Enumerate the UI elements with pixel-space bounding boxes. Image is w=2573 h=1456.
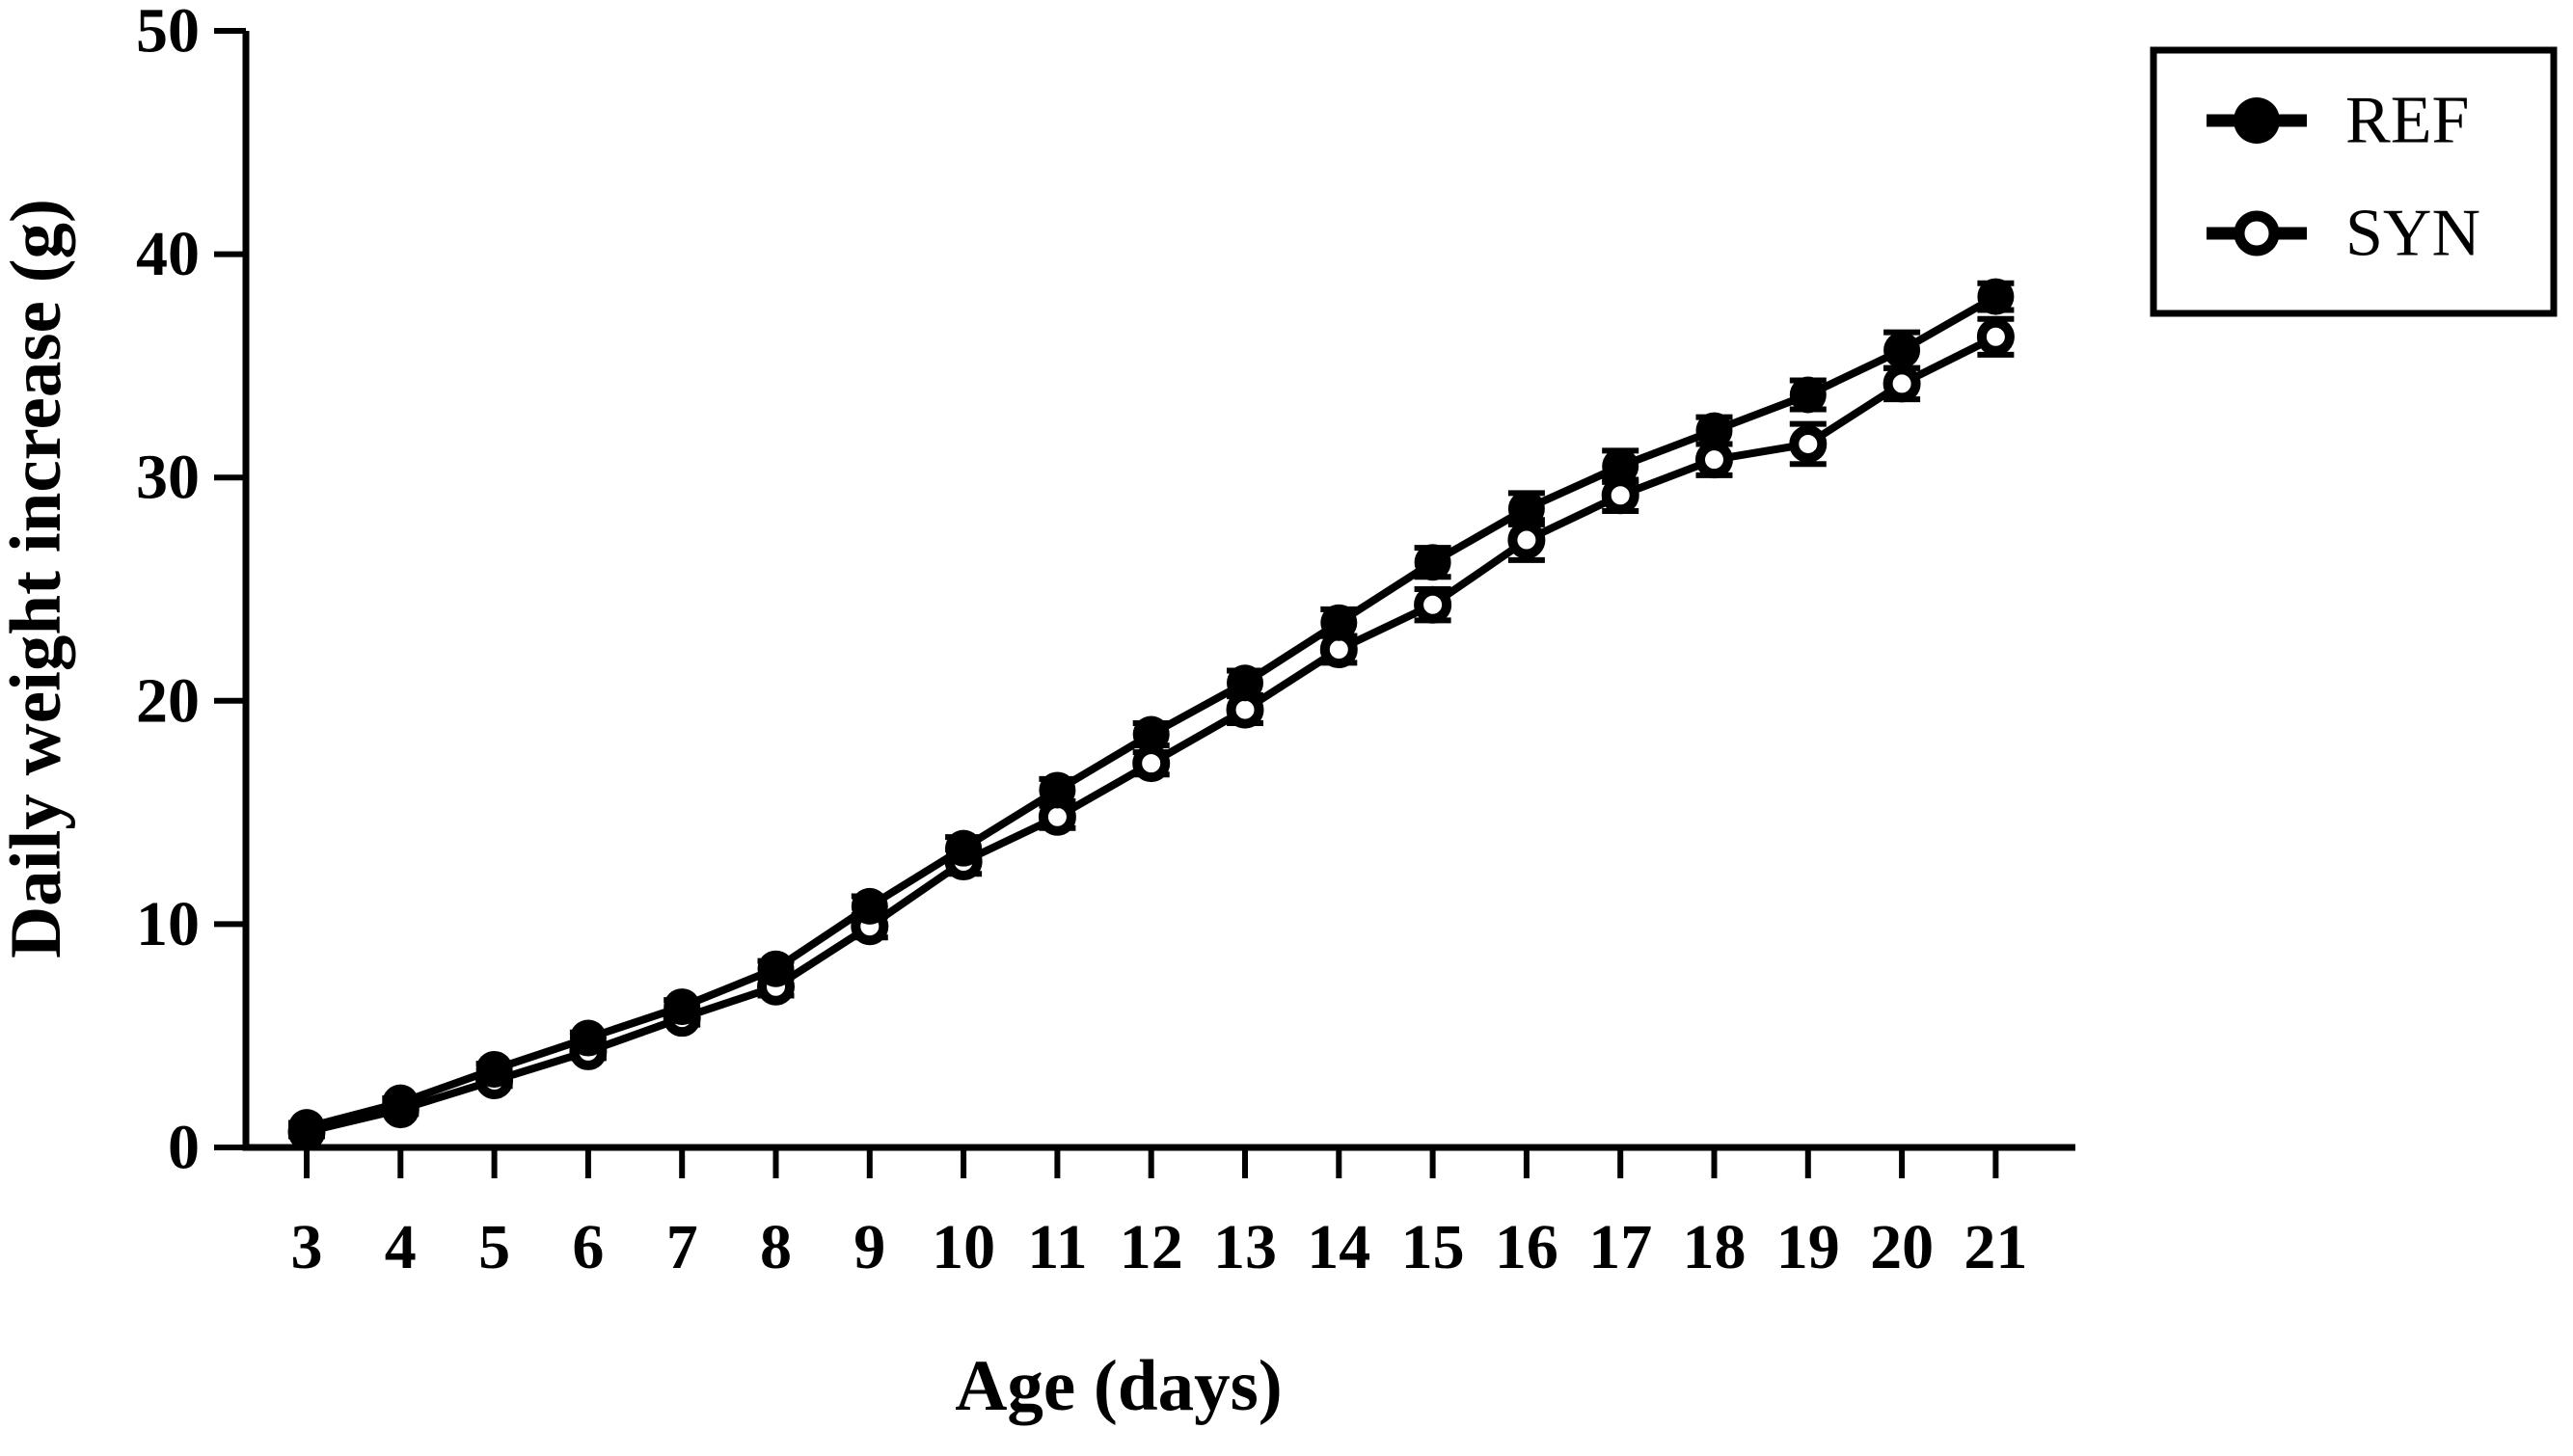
plot-area: 0 10 20 30 40 50 3 4 5 6 7 8 9 10 11 12 13 14 15 16 17 18 19 20… (136, 0, 2075, 1282)
y-tick-label: 30 (136, 443, 200, 513)
x-tick-label: 11 (1027, 1212, 1087, 1282)
ref-marker (851, 887, 888, 925)
y-tick-label: 40 (136, 219, 200, 289)
syn-marker (1789, 424, 1828, 463)
syn-marker (1414, 585, 1452, 624)
y-tick-label: 50 (136, 0, 200, 67)
legend-item-ref: REF (2207, 84, 2469, 158)
x-tick-label: 13 (1213, 1212, 1277, 1282)
y-axis-title: Daily weight increase (g) (0, 199, 76, 958)
x-tick-label: 20 (1870, 1212, 1934, 1282)
ref-legend-label: REF (2345, 84, 2469, 158)
ref-marker (1414, 544, 1451, 581)
syn-legend-marker-icon (2234, 210, 2280, 256)
x-tick-label: 3 (291, 1212, 323, 1282)
ref-marker (1132, 715, 1170, 753)
legend: REF SYN (2150, 46, 2558, 317)
ref-marker (1227, 664, 1263, 702)
x-tick-label: 4 (385, 1212, 417, 1282)
ref-marker (288, 1109, 325, 1146)
syn-legend-label: SYN (2345, 197, 2480, 271)
ref-marker (382, 1084, 420, 1121)
syn-marker (1695, 441, 1733, 479)
x-tick-label: 6 (572, 1212, 604, 1282)
x-tick-label: 14 (1307, 1212, 1370, 1282)
x-tick-label: 5 (478, 1212, 510, 1282)
syn-marker (1976, 317, 2015, 356)
x-tick-label: 7 (666, 1212, 698, 1282)
x-tick-label: 9 (853, 1212, 885, 1282)
ref-marker (757, 950, 795, 987)
legend-box (2150, 46, 2558, 317)
x-axis-title: Age (days) (955, 1346, 1283, 1426)
legend-item-syn: SYN (2207, 197, 2480, 271)
x-tick-label: 17 (1588, 1212, 1652, 1282)
syn-marker (1882, 364, 1921, 403)
ref-legend-marker-icon (2234, 97, 2280, 144)
ref-marker (475, 1050, 513, 1088)
ref-marker (1039, 771, 1076, 809)
ref-marker (1883, 332, 1921, 369)
x-tick-label: 16 (1495, 1212, 1558, 1282)
ref-marker (1320, 604, 1358, 641)
ref-marker (1695, 412, 1733, 449)
y-tick-label: 10 (136, 889, 200, 959)
syn-marker (1132, 744, 1171, 783)
x-tick-label: 21 (1964, 1212, 2027, 1282)
x-tick-label: 10 (932, 1212, 995, 1282)
syn-marker (1507, 521, 1546, 559)
x-tick-label: 15 (1401, 1212, 1465, 1282)
ref-marker (1977, 278, 2015, 315)
x-tick-label: 12 (1120, 1212, 1183, 1282)
ref-marker (1602, 447, 1639, 485)
ref-series-line (305, 293, 1998, 1132)
x-tick-label: 19 (1776, 1212, 1840, 1282)
y-tick-label: 20 (136, 665, 200, 736)
ref-marker (945, 829, 983, 867)
x-tick-label: 18 (1683, 1212, 1747, 1282)
syn-marker (1601, 476, 1639, 515)
x-tick-label: 8 (760, 1212, 792, 1282)
ref-marker (1789, 376, 1827, 414)
ref-marker (569, 1019, 607, 1057)
y-tick-label: 0 (168, 1113, 200, 1183)
ref-marker (664, 988, 701, 1026)
ref-marker (1507, 490, 1545, 527)
